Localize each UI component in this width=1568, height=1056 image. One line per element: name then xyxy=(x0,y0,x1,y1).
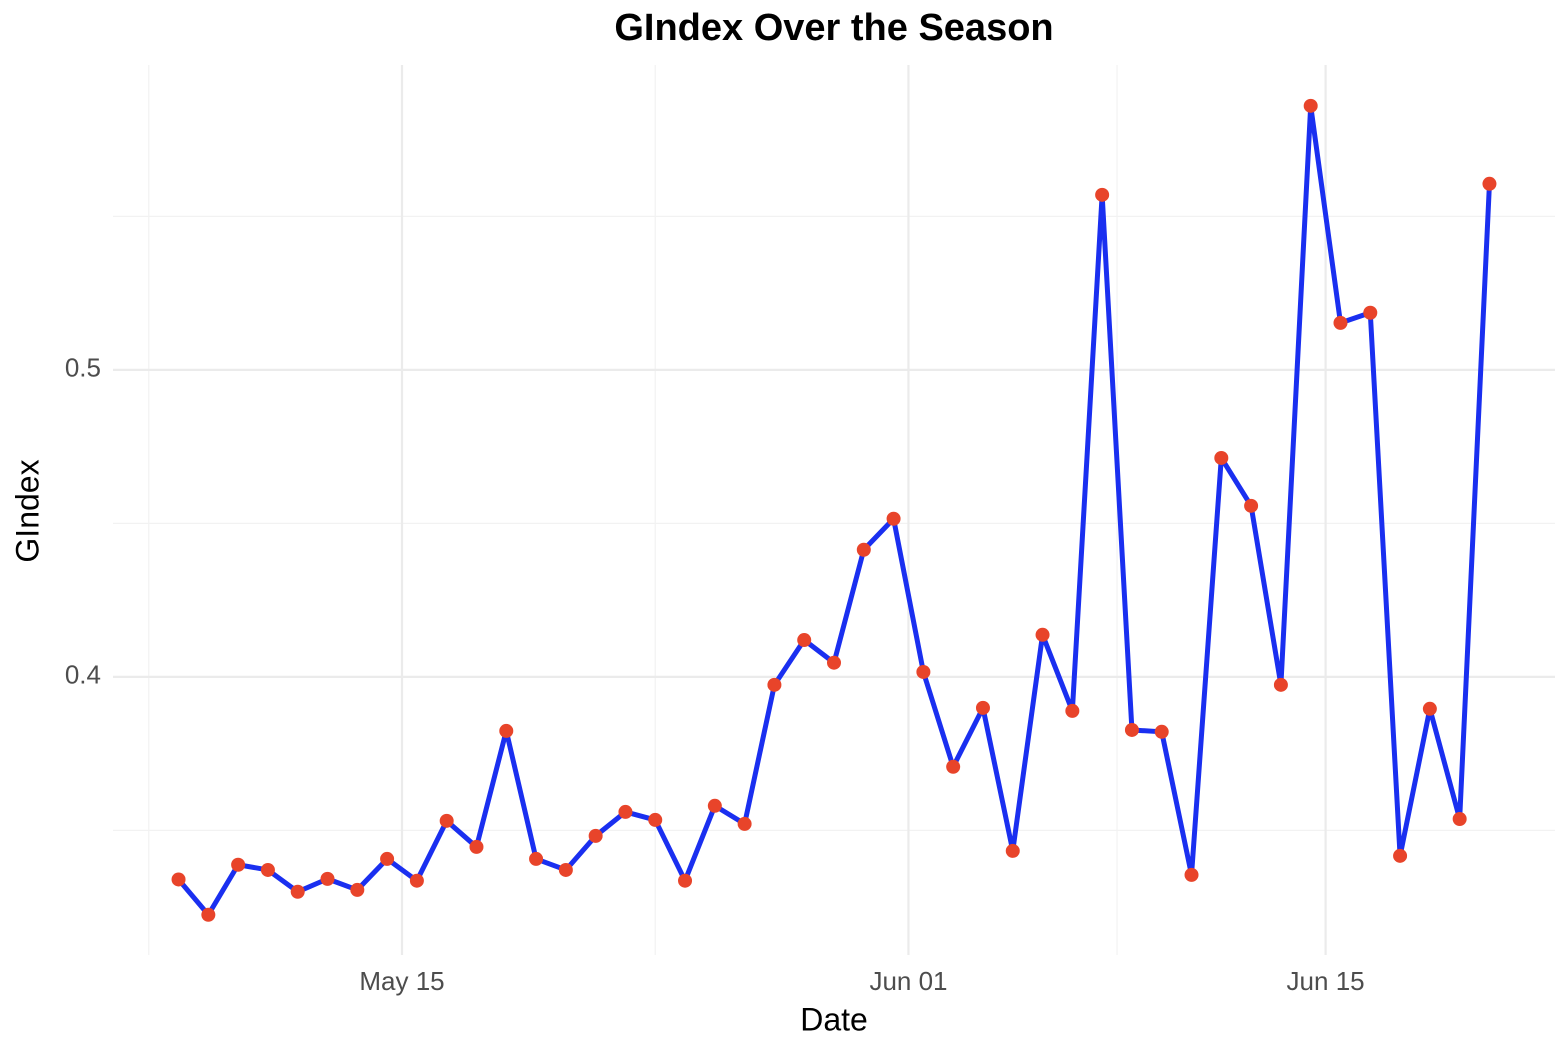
data-point xyxy=(1333,315,1348,330)
data-point xyxy=(1363,305,1378,320)
chart-title: GIndex Over the Season xyxy=(614,7,1053,49)
data-point xyxy=(1303,98,1318,113)
data-point xyxy=(618,804,633,819)
data-point xyxy=(350,882,365,897)
data-point xyxy=(1244,498,1259,513)
data-point xyxy=(707,798,722,813)
data-point xyxy=(1273,677,1288,692)
x-tick-label: May 15 xyxy=(359,966,444,996)
data-point xyxy=(290,884,305,899)
data-point xyxy=(1154,724,1169,739)
data-point xyxy=(201,907,216,922)
series-line xyxy=(176,103,1492,918)
data-point xyxy=(320,871,335,886)
x-axis-title: Date xyxy=(800,1001,868,1037)
data-point xyxy=(1095,187,1110,202)
data-point xyxy=(916,664,931,679)
data-point xyxy=(380,851,395,866)
data-point xyxy=(648,812,663,827)
data-point xyxy=(946,759,961,774)
y-tick-label: 0.4 xyxy=(65,660,101,690)
data-point xyxy=(1035,627,1050,642)
data-point xyxy=(558,862,573,877)
y-tick-label: 0.5 xyxy=(65,353,101,383)
data-point xyxy=(678,873,693,888)
y-axis-title: GIndex xyxy=(9,459,45,562)
data-point xyxy=(231,857,246,872)
data-point xyxy=(975,700,990,715)
data-point xyxy=(1184,867,1199,882)
data-point xyxy=(1005,843,1020,858)
data-point xyxy=(439,813,454,828)
data-point xyxy=(1393,848,1408,863)
data-point xyxy=(737,816,752,831)
data-point xyxy=(588,828,603,843)
data-point xyxy=(469,839,484,854)
data-point xyxy=(1422,701,1437,716)
data-point xyxy=(1124,722,1139,737)
data-point xyxy=(499,723,514,738)
data-point xyxy=(1452,811,1467,826)
data-point xyxy=(797,633,812,648)
data-point xyxy=(827,655,841,670)
data-point xyxy=(886,511,901,526)
data-point xyxy=(856,542,871,557)
data-point xyxy=(1214,450,1229,465)
data-point xyxy=(529,851,544,866)
data-point xyxy=(260,862,275,877)
data-point xyxy=(767,677,782,692)
x-tick-label: Jun 01 xyxy=(869,966,947,996)
x-tick-label: Jun 15 xyxy=(1287,966,1365,996)
data-point xyxy=(171,872,186,887)
data-point xyxy=(1065,703,1080,718)
data-point xyxy=(409,873,424,888)
data-point xyxy=(1482,176,1497,191)
